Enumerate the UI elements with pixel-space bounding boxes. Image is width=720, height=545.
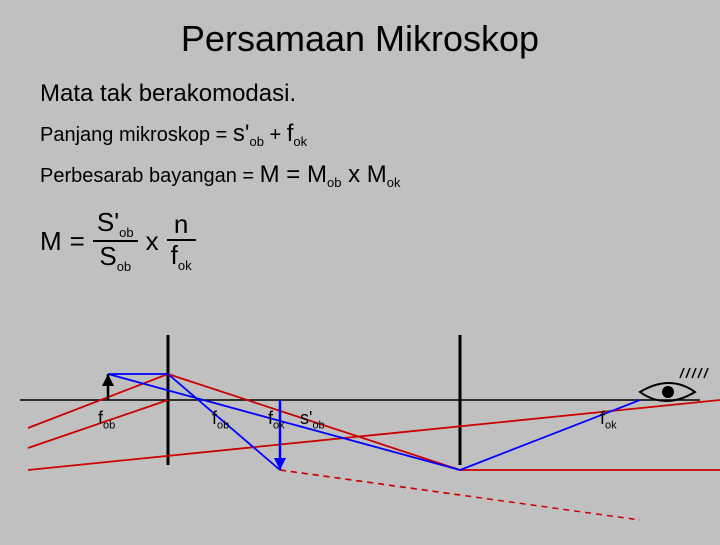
eq-term: n bbox=[174, 209, 188, 239]
diagram-label: fob bbox=[98, 408, 115, 432]
eq-term: S bbox=[99, 241, 116, 271]
page-title: Persamaan Mikroskop bbox=[0, 0, 720, 60]
diagram-label: fok bbox=[600, 408, 617, 432]
eq-term: S' bbox=[97, 207, 119, 237]
eq-prefix: Panjang mikroskop = bbox=[40, 124, 233, 146]
diagram-label: fok bbox=[268, 408, 285, 432]
eq-sub: ok bbox=[293, 134, 307, 149]
magnification-equation: Perbesarab bayangan = M = Mob x Mok bbox=[40, 161, 720, 190]
length-equation: Panjang mikroskop = s'ob + fok bbox=[40, 120, 720, 149]
eq-term: M bbox=[307, 161, 327, 188]
eq-term: M bbox=[367, 161, 387, 188]
diagram-label: s'ob bbox=[300, 408, 325, 432]
eq-op: + bbox=[264, 124, 287, 146]
eq-sub: ok bbox=[178, 258, 192, 273]
formula: M = S'ob Sob x n fok bbox=[40, 208, 720, 275]
eq-sub: ob bbox=[327, 175, 341, 190]
optics-diagram: fob fob fok s'ob fok bbox=[0, 330, 720, 540]
eq-op: x bbox=[146, 226, 159, 257]
fraction-1: S'ob Sob bbox=[93, 208, 138, 275]
eq-term: M bbox=[260, 161, 280, 188]
eq-sub: ob bbox=[119, 225, 133, 240]
eq-sub: ob bbox=[249, 134, 263, 149]
subtitle: Mata tak berakomodasi. bbox=[40, 80, 720, 108]
fraction-2: n fok bbox=[167, 210, 196, 273]
eq-term: M bbox=[40, 226, 62, 257]
eq-sub: ok bbox=[387, 175, 401, 190]
diagram-label: fob bbox=[212, 408, 229, 432]
eq-op: = bbox=[70, 226, 85, 257]
eq-op: x bbox=[341, 161, 366, 188]
eq-sub: ob bbox=[117, 260, 131, 275]
eq-op: = bbox=[280, 161, 307, 188]
eq-prefix: Perbesarab bayangan = bbox=[40, 165, 260, 187]
eq-term: s' bbox=[233, 120, 250, 147]
eq-term: f bbox=[171, 240, 178, 270]
